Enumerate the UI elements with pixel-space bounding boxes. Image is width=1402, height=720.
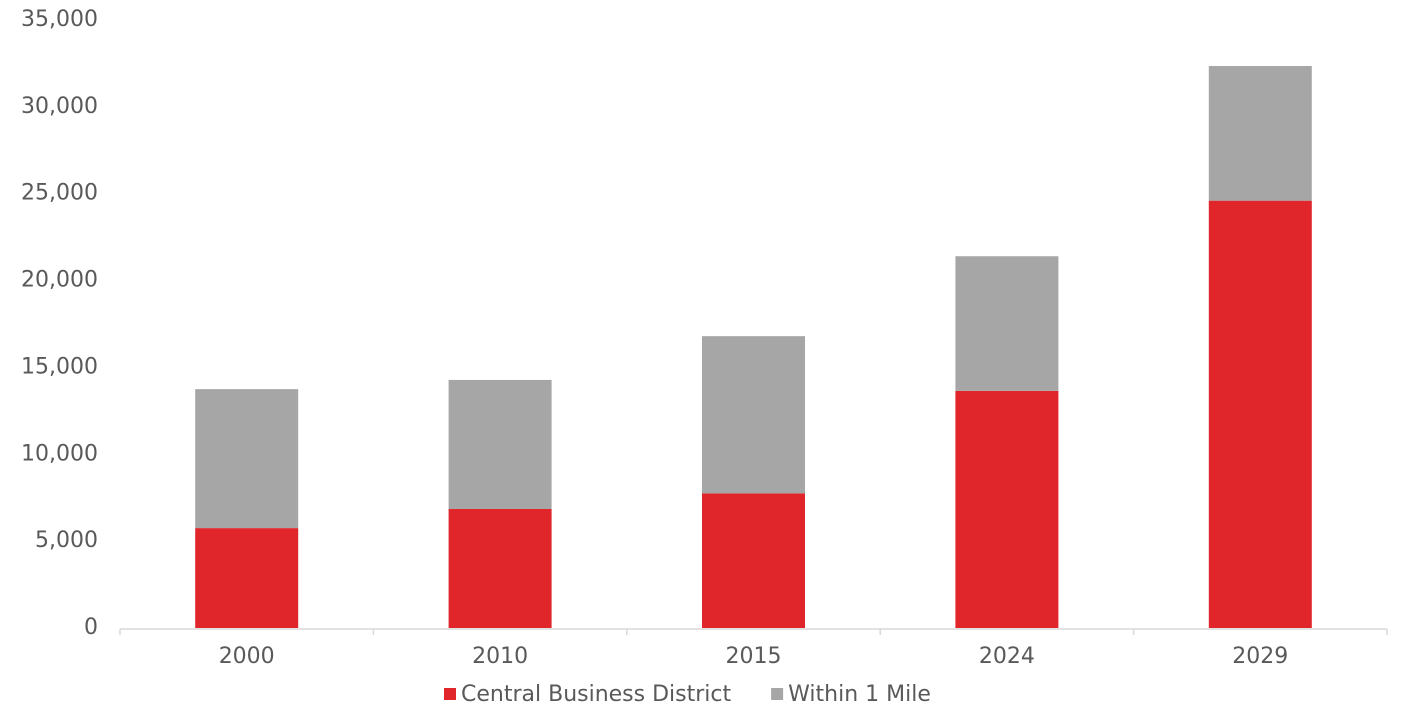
y-tick-label: 25,000: [21, 181, 98, 206]
y-tick-label: 15,000: [21, 354, 98, 379]
x-tick-label: 2010: [472, 644, 528, 669]
legend-label: Within 1 Mile: [788, 682, 931, 707]
bar-segment: [702, 336, 805, 494]
legend-label: Central Business District: [461, 682, 731, 707]
y-tick-label: 20,000: [21, 268, 98, 293]
y-tick-label: 35,000: [21, 7, 98, 32]
legend-swatch: [444, 688, 456, 700]
bar-segment: [955, 256, 1059, 391]
x-tick-label: 2029: [1232, 644, 1288, 669]
bar-segment: [955, 390, 1059, 628]
legend-swatch: [771, 688, 784, 700]
bar-segment: [1208, 200, 1312, 629]
y-tick-label: 10,000: [21, 441, 98, 466]
bar-segment: [195, 528, 299, 628]
x-tick-label: 2000: [219, 644, 275, 669]
y-tick-label: 0: [84, 615, 98, 640]
y-tick-label: 5,000: [35, 528, 98, 553]
bar-segment: [448, 379, 552, 510]
bar-segment: [448, 509, 552, 628]
x-tick-label: 2024: [979, 644, 1035, 669]
y-tick-label: 30,000: [21, 94, 98, 119]
bar-segment: [702, 493, 805, 628]
x-tick-label: 2015: [726, 644, 782, 669]
bar-segment: [195, 389, 299, 529]
bar-segment: [1208, 66, 1312, 201]
